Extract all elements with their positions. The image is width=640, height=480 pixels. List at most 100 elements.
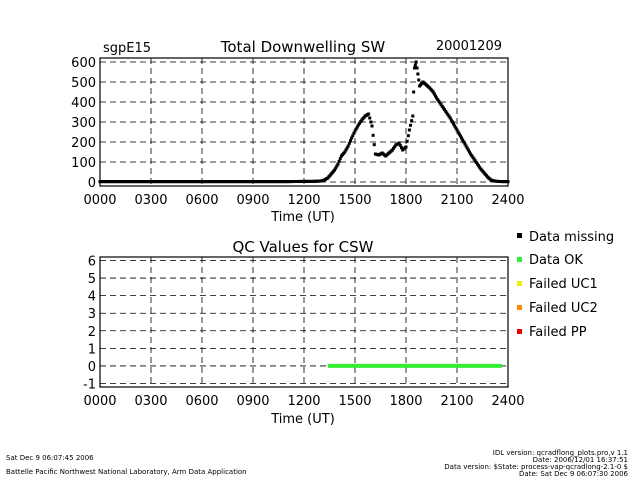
top-data-point [344, 148, 348, 152]
top-data-point [338, 157, 342, 161]
top-data-point [470, 154, 474, 158]
top-data-point [433, 94, 437, 98]
top-data-point [416, 72, 420, 76]
qc-y-tick-label: 0 [88, 360, 96, 375]
qc-x-tick-label: 0000 [83, 394, 116, 409]
top-data-point [458, 134, 462, 138]
footer-idl-date: Date: 2006/12/01 16:37:51 [533, 456, 628, 464]
site-label: sgpE15 [103, 41, 151, 56]
top-data-point [390, 148, 394, 152]
top-data-point [409, 123, 413, 127]
footer-data-date: Date: Sat Dec 9 06:07:30 2006 [519, 470, 628, 478]
top-data-point [358, 121, 362, 125]
top-data-point [351, 134, 355, 138]
qc-y-tick-label: 5 [88, 272, 96, 287]
top-data-point [345, 146, 349, 150]
top-x-axis-label: Time (UT) [270, 210, 335, 225]
top-data-point [405, 139, 409, 143]
top-data-point [359, 120, 363, 124]
qc-y-tick-label: 4 [88, 290, 96, 305]
top-data-point [356, 123, 360, 127]
top-data-point [348, 139, 352, 143]
top-data-point [460, 136, 464, 140]
top-data-point [370, 124, 374, 128]
top-y-tick-label: 300 [71, 116, 96, 131]
top-data-point [432, 92, 436, 96]
qc-y-tick-label: -1 [83, 377, 96, 392]
top-data-point [436, 98, 440, 102]
top-data-point [455, 128, 459, 132]
legend-swatch-failed-uc1 [517, 281, 522, 286]
top-data-point [440, 104, 444, 108]
legend-label-failed-uc1: Failed UC1 [529, 277, 598, 292]
top-y-tick-label: 500 [71, 76, 96, 91]
qc-x-tick-label: 0600 [185, 394, 218, 409]
top-data-point [371, 133, 375, 137]
legend-item-failed-pp: Failed PP [517, 325, 587, 340]
top-data-point [368, 116, 372, 120]
top-x-tick-label: 1200 [287, 193, 320, 208]
top-data-point [475, 162, 479, 166]
top-data-point [393, 145, 397, 149]
top-data-point [410, 119, 414, 123]
top-data-point [346, 144, 350, 148]
top-data-point [446, 113, 450, 117]
top-data-point [463, 142, 467, 146]
legend-item-data-missing: Data missing [517, 230, 614, 245]
top-data-point [467, 150, 471, 154]
top-data-point [414, 60, 418, 64]
qc-y-tick-label: 2 [88, 325, 96, 340]
top-data-point [465, 146, 469, 150]
qc-y-tick-label: 1 [88, 342, 96, 357]
top-data-point [449, 118, 453, 122]
top-x-tick-label: 0900 [236, 193, 269, 208]
top-data-point [457, 132, 461, 136]
qc-x-tick-label: 1200 [287, 394, 320, 409]
top-data-point [473, 159, 477, 163]
qc-x-tick-label: 0900 [236, 394, 269, 409]
top-data-point [367, 112, 371, 116]
top-data-point [412, 90, 416, 94]
top-data-point [417, 78, 421, 82]
top-data-point [355, 125, 359, 129]
footer-credit: Battelle Pacific Northwest National Labo… [6, 468, 247, 476]
top-data-point [471, 155, 475, 159]
legend-swatch-data-ok [517, 257, 522, 262]
top-data-point [462, 140, 466, 144]
legend-label-failed-uc2: Failed UC2 [529, 301, 598, 316]
footer-timestamp: Sat Dec 9 06:07:45 2006 [6, 454, 94, 462]
top-data-point [415, 66, 419, 70]
top-data-point [453, 124, 457, 128]
top-data-point [474, 160, 478, 164]
legend-item-failed-uc1: Failed UC1 [517, 277, 598, 292]
date-label: 20001209 [436, 39, 502, 54]
top-data-point [461, 138, 465, 142]
top-data-point [334, 166, 338, 170]
top-data-point [437, 99, 441, 103]
top-data-point [406, 134, 410, 138]
top-data-point [464, 144, 468, 148]
top-x-tick-label: 2400 [491, 193, 524, 208]
top-y-tick-label: 200 [71, 136, 96, 151]
top-data-point [448, 116, 452, 120]
top-data-point [350, 136, 354, 140]
top-x-tick-label: 1800 [389, 193, 422, 208]
top-data-point [435, 96, 439, 100]
top-y-tick-label: 600 [71, 56, 96, 71]
legend-item-data-ok: Data OK [517, 253, 583, 268]
qc-x-tick-label: 1800 [389, 394, 422, 409]
footer-data-version: Data version: $State: process-vap-qcradl… [444, 463, 628, 471]
top-data-point [445, 111, 449, 115]
top-data-point [407, 128, 411, 132]
legend-label-data-ok: Data OK [529, 253, 583, 268]
legend-swatch-failed-pp [517, 329, 522, 334]
top-data-point [413, 66, 416, 70]
top-x-tick-label: 0000 [83, 193, 116, 208]
top-data-point [456, 130, 460, 134]
legend-swatch-data-missing [517, 233, 522, 238]
qc-y-tick-label: 3 [88, 307, 96, 322]
top-data-point [477, 164, 481, 168]
top-plot-area: 0000 0300 0600 0900 1200 1500 1800 2100 2400 0 100… [71, 56, 524, 208]
top-data-point [441, 106, 445, 110]
